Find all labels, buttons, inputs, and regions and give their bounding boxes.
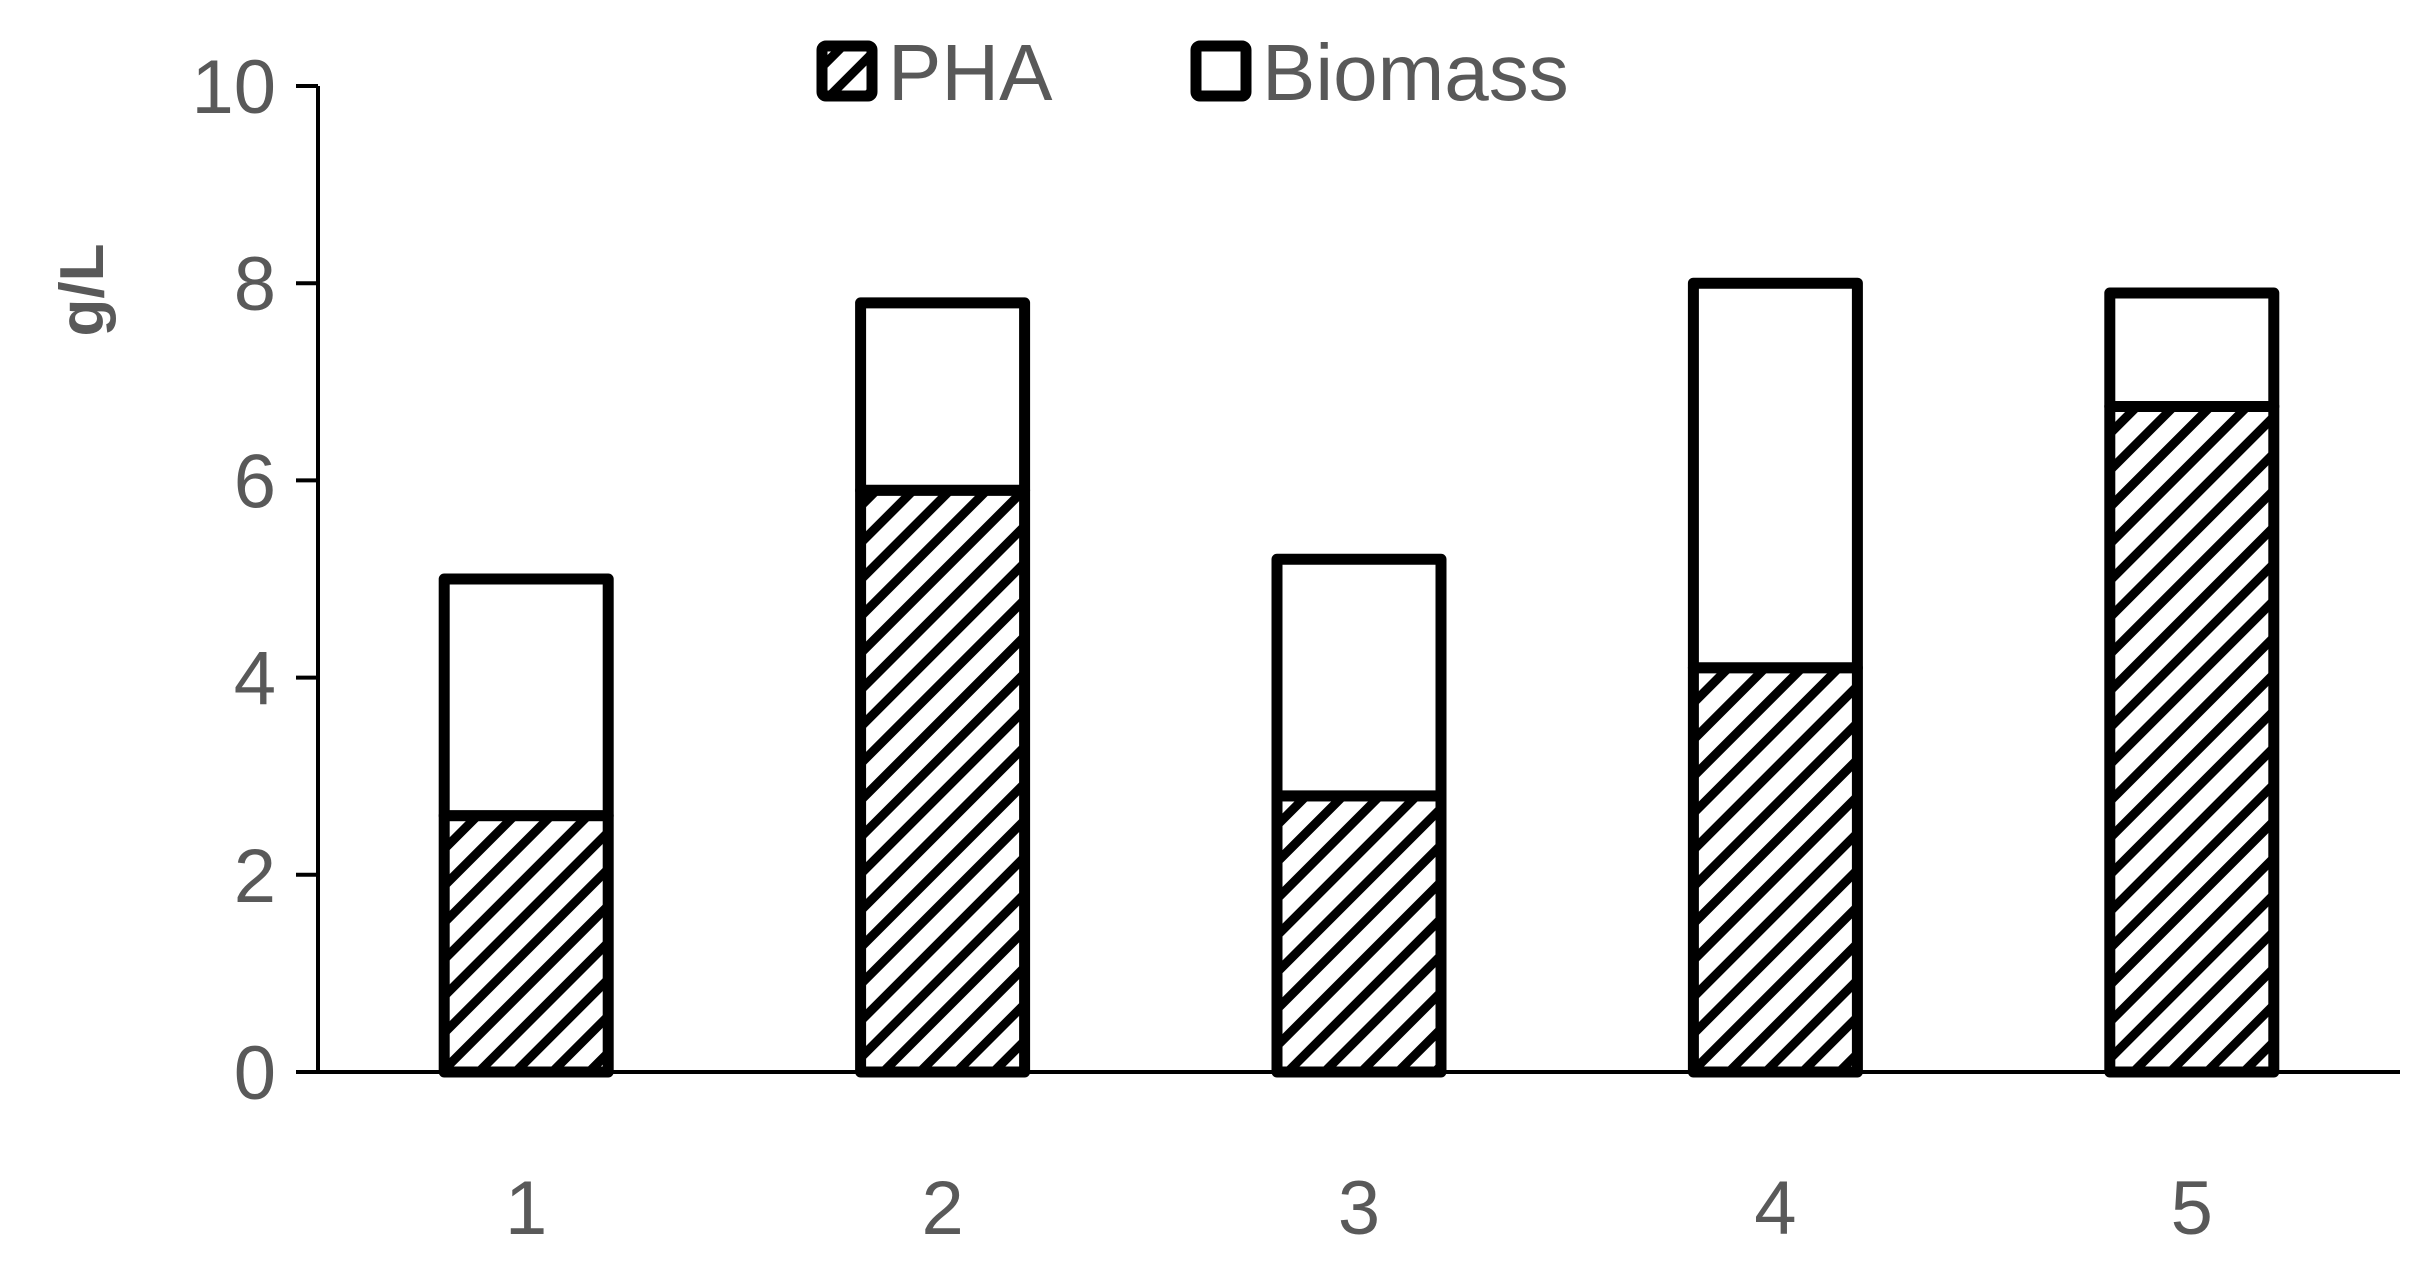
bar-biomass-2 — [855, 297, 1031, 496]
y-tick-label: 8 — [234, 242, 276, 327]
x-axis-ticks: 1 2 3 4 5 — [505, 1166, 2213, 1251]
bar-pha-2 — [855, 484, 1031, 1078]
x-tick-label: 1 — [505, 1166, 547, 1251]
bar-pha-3 — [1271, 790, 1447, 1078]
bar-pha-1 — [438, 810, 614, 1078]
y-tick-label: 4 — [234, 637, 276, 722]
bar-biomass-3 — [1271, 553, 1447, 802]
y-axis-ticks: 0 2 4 6 8 10 — [191, 45, 318, 1116]
legend-swatch-biomass — [1190, 40, 1252, 102]
bar-biomass-1 — [438, 573, 614, 822]
y-tick-label: 10 — [191, 45, 276, 130]
bar-pha-5 — [2104, 400, 2280, 1078]
bar-biomass-4 — [1687, 277, 1863, 674]
bar-biomass-5 — [2104, 287, 2280, 412]
x-tick-label: 3 — [1338, 1166, 1380, 1251]
y-tick-label: 0 — [234, 1031, 276, 1116]
y-tick-label: 2 — [234, 834, 276, 919]
bar-pha-4 — [1687, 662, 1863, 1078]
x-tick-label: 2 — [921, 1166, 963, 1251]
legend-label-pha: PHA — [888, 28, 1053, 117]
y-axis-title: g/L — [48, 244, 117, 337]
legend: PHA Biomass — [816, 28, 1569, 117]
legend-swatch-pha — [816, 40, 878, 102]
x-tick-label: 5 — [2171, 1166, 2213, 1251]
bars — [438, 277, 2280, 1078]
legend-label-biomass: Biomass — [1262, 28, 1569, 117]
x-tick-label: 4 — [1754, 1166, 1796, 1251]
y-tick-label: 6 — [234, 439, 276, 524]
